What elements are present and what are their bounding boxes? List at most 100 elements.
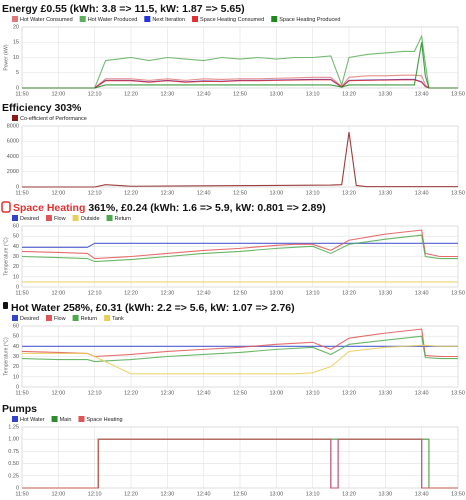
x-tick-label: 12:30 xyxy=(160,491,174,497)
x-tick-label: 13:30 xyxy=(378,390,392,396)
y-tick-label: 8000 xyxy=(7,123,19,129)
y-tick-label: 0.50 xyxy=(8,461,19,467)
legend-swatch xyxy=(45,315,52,321)
legend-label: Co-efficient of Performance xyxy=(20,116,87,122)
legend-swatch xyxy=(45,215,52,221)
legend-label: Hot Water Consumed xyxy=(20,17,73,23)
y-tick-label: 1.25 xyxy=(8,424,19,430)
legend-swatch xyxy=(271,16,278,22)
series-line xyxy=(21,335,458,363)
series-line xyxy=(22,42,458,89)
x-tick-label: 11:50 xyxy=(15,390,28,396)
series-line xyxy=(22,344,458,375)
x-tick-label: 11:50 xyxy=(15,290,28,296)
x-tick-label: 12:20 xyxy=(124,491,138,497)
x-tick-label: 12:30 xyxy=(160,290,174,296)
y-tick-label: 10 xyxy=(13,274,19,280)
x-tick-label: 11:50 xyxy=(15,190,28,196)
x-tick-label: 13:10 xyxy=(306,91,320,97)
x-tick-label: 13:50 xyxy=(451,491,465,497)
x-tick-label: 12:20 xyxy=(124,290,138,296)
x-tick-label: 12:20 xyxy=(124,91,138,97)
y-tick-label: 40 xyxy=(13,244,19,250)
x-tick-label: 13:40 xyxy=(415,491,429,497)
x-tick-label: 12:40 xyxy=(197,190,211,196)
y-tick-label: 10 xyxy=(13,55,19,61)
legend-label: Hot Water Produced xyxy=(88,17,138,23)
legend-swatch xyxy=(104,315,111,321)
legend-swatch xyxy=(79,16,86,22)
legend-swatch xyxy=(192,16,199,22)
x-tick-label: 12:00 xyxy=(51,190,65,196)
legend-label: Return xyxy=(81,316,98,322)
x-tick-label: 12:20 xyxy=(124,190,138,196)
x-tick-label: 13:50 xyxy=(451,290,465,296)
title-text: Efficiency 303% xyxy=(2,102,82,114)
title-text: Energy £0.55 (kWh: 3.8 => 11.5, kW: 1.87… xyxy=(2,3,245,15)
legend-label: Main xyxy=(60,417,72,423)
series-line xyxy=(22,132,458,188)
y-tick-label: 0 xyxy=(16,485,19,491)
x-tick-label: 13:50 xyxy=(451,190,465,196)
y-tick-label: 6000 xyxy=(7,139,19,145)
x-tick-label: 13:00 xyxy=(269,491,283,497)
series-line xyxy=(22,34,458,89)
y-tick-label: 5 xyxy=(16,70,19,76)
x-tick-label: 11:50 xyxy=(15,91,28,97)
y-tick-label: 0.75 xyxy=(8,449,19,455)
title-text: Hot Water 258%, £0.31 (kWh: 2.2 => 5.6, … xyxy=(11,302,295,314)
y-tick-label: 60 xyxy=(13,323,19,329)
x-tick-label: 12:00 xyxy=(51,491,65,497)
x-tick-label: 12:50 xyxy=(233,290,247,296)
x-tick-label: 13:40 xyxy=(415,290,429,296)
y-tick-label: 10 xyxy=(13,374,19,380)
legend-swatch xyxy=(78,416,85,422)
x-tick-label: 13:10 xyxy=(306,190,320,196)
x-tick-label: 13:30 xyxy=(378,91,392,97)
legend-label: Outside xyxy=(81,216,100,222)
legend-label: Flow xyxy=(54,316,66,322)
y-tick-label: 20 xyxy=(13,24,19,30)
legend-swatch xyxy=(72,215,79,221)
series-line xyxy=(22,74,458,89)
x-tick-label: 12:40 xyxy=(197,91,211,97)
legend-label: Desired xyxy=(20,316,39,322)
x-tick-label: 12:50 xyxy=(233,491,247,497)
x-tick-label: 13:40 xyxy=(415,91,429,97)
hot-water-icon xyxy=(3,302,8,309)
x-tick-label: 13:40 xyxy=(415,390,429,396)
x-tick-label: 12:10 xyxy=(88,290,102,296)
y-tick-label: 20 xyxy=(13,364,19,370)
x-tick-label: 12:10 xyxy=(88,390,102,396)
legend-label: Flow xyxy=(54,216,66,222)
legend-label: Hot Water xyxy=(20,417,45,423)
legend-swatch xyxy=(12,416,18,422)
series-line xyxy=(21,234,458,263)
y-axis-label: Temperature (°C) xyxy=(3,337,9,376)
x-tick-label: 13:40 xyxy=(415,190,429,196)
x-tick-label: 13:20 xyxy=(342,491,356,497)
y-axis-label: Temperature (°C) xyxy=(3,237,9,276)
x-tick-label: 13:00 xyxy=(269,390,283,396)
legend-label: Space Heating Produced xyxy=(279,17,340,23)
x-tick-label: 13:30 xyxy=(378,190,392,196)
legend-label: Next Iteration xyxy=(152,17,185,23)
x-tick-label: 13:00 xyxy=(269,290,283,296)
x-tick-label: 12:00 xyxy=(51,91,65,97)
y-tick-label: 15 xyxy=(13,40,19,46)
chart-title: Space Heating 361%, £0.24 (kWh: 1.6 => 5.… xyxy=(13,202,326,214)
legend-swatch xyxy=(144,16,151,22)
x-tick-label: 12:50 xyxy=(233,390,247,396)
series-line xyxy=(21,229,458,260)
legend-swatch xyxy=(72,315,79,321)
space-heating-icon xyxy=(1,201,11,213)
y-axis-label: Power (kW) xyxy=(3,44,9,70)
x-tick-label: 12:50 xyxy=(233,91,247,97)
x-tick-label: 12:50 xyxy=(233,190,247,196)
x-tick-label: 13:20 xyxy=(342,91,356,97)
x-tick-label: 12:00 xyxy=(51,390,65,396)
x-tick-label: 13:10 xyxy=(306,290,320,296)
y-tick-label: 20 xyxy=(13,264,19,270)
